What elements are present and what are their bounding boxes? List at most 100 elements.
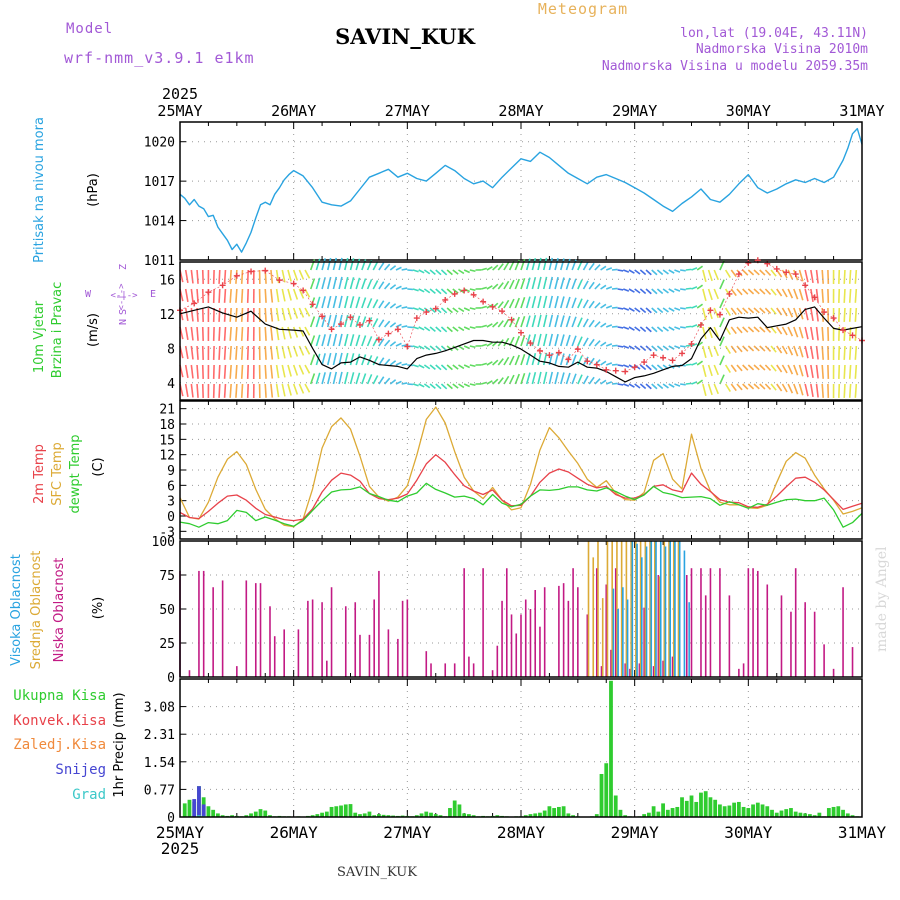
wind-arrow: [435, 326, 442, 333]
wind-arrow: [423, 288, 431, 294]
wind-arrow: [315, 353, 321, 366]
wind-arrow: [190, 345, 194, 360]
wind-arrow: [628, 307, 635, 312]
wind-arrow: [223, 383, 227, 398]
clouds-panel: 0 25 50 75 100: [152, 535, 863, 686]
wind-arrow: [275, 364, 280, 379]
wind-arrow: [600, 303, 607, 309]
wind-arrow: [326, 352, 332, 366]
precip-total-bar: [329, 806, 334, 817]
wind-arrow: [446, 307, 453, 314]
wind-arrow: [304, 383, 311, 393]
wind-arrow: [372, 299, 379, 309]
wind-arrow: [674, 307, 681, 311]
wind-arrow: [452, 383, 459, 389]
wind-arrow: [395, 361, 402, 366]
wind-arrow: [843, 345, 846, 360]
wind-arrow: [440, 364, 448, 371]
precip-total-bar: [694, 801, 699, 817]
precip-snow-bar: [192, 799, 197, 817]
bottom-day-label: 31MAY: [838, 823, 887, 842]
wind-arrow: [611, 287, 618, 290]
wind-arrow: [452, 326, 459, 332]
wind-arrow: [798, 345, 804, 358]
wind-arrow: [497, 282, 504, 290]
precip-total-bar: [377, 814, 381, 817]
wind-arrow: [196, 383, 199, 398]
wind-arrow: [338, 333, 343, 347]
wind-gust-marker: [432, 305, 439, 312]
wind-arrow: [770, 269, 777, 277]
wind-arrow: [617, 364, 624, 367]
precip-total-bar: [343, 804, 348, 817]
wind-arrow: [623, 269, 630, 273]
wind-arrow: [344, 314, 349, 328]
wind-arrow: [229, 288, 232, 303]
wind-arrow: [246, 269, 249, 284]
wind-arrow: [854, 288, 858, 303]
wind-arrow: [770, 345, 777, 353]
wind-arrow: [560, 353, 565, 366]
wind-arrow: [571, 297, 577, 309]
wind-arrow: [463, 326, 471, 331]
wind-arrow: [463, 307, 471, 312]
wind-arrow: [776, 345, 783, 354]
wind-arrow: [223, 269, 227, 284]
wind-arrow: [229, 383, 232, 398]
watermark: made by Angel: [874, 546, 890, 652]
bottom-day-labels: 25MAY 26MAY 27MAY 28MAY 29MAY 30MAY 31MAY: [156, 823, 887, 842]
wind-arrow: [634, 326, 641, 332]
precip-total-bar: [604, 763, 609, 817]
wind-arrow: [281, 288, 286, 302]
wind-arrow: [662, 383, 669, 389]
precip-total-bar: [220, 815, 225, 817]
precip-total-bar: [182, 803, 187, 817]
precip-total-bar: [358, 814, 362, 817]
wind-arrow: [588, 376, 595, 385]
wind-arrow: [223, 364, 227, 379]
wind-arrow: [240, 345, 244, 360]
wind-arrow: [440, 326, 448, 333]
cloud-side-label-mid: Srednja Oblacnost: [29, 551, 44, 670]
wind-arrow: [401, 325, 408, 328]
wind-arrow: [542, 352, 548, 366]
wind-arrow: [685, 268, 692, 271]
precip-ytick-label: 0: [167, 811, 175, 826]
wind-arrow: [338, 371, 343, 385]
wind-ytick-label: 4: [167, 377, 175, 392]
precip-total-bar: [320, 812, 324, 817]
wind-arrow: [275, 269, 280, 284]
wind-arrow: [623, 307, 630, 311]
pressure-side-label: Pritisak na nivou mora: [32, 117, 47, 263]
bottom-day-label: 29MAY: [611, 823, 660, 842]
wind-gust-marker: [527, 340, 534, 347]
wind-arrow: [287, 383, 292, 396]
wind-arrow: [525, 296, 531, 309]
clouds-ytick-label: 100: [152, 535, 175, 550]
bottom-year-label: 2025: [161, 839, 200, 858]
wind-arrow: [309, 354, 316, 366]
wind-arrow: [605, 362, 613, 366]
wind-arrow: [793, 288, 799, 300]
wind-arrow: [223, 288, 227, 303]
wind-arrow: [848, 345, 852, 360]
wind-arrow: [184, 269, 189, 284]
precip-total-bar: [372, 815, 377, 817]
wind-arrow: [582, 299, 589, 309]
wind-arrow: [776, 288, 783, 297]
wind-arrow: [458, 345, 465, 351]
wind-arrow: [810, 364, 814, 379]
wind-arrow: [321, 334, 326, 347]
wind-arrow: [401, 363, 408, 366]
wind-arrow: [514, 316, 520, 328]
wind-arrow: [815, 364, 819, 379]
wind-arrow: [560, 258, 565, 271]
wind-arrow: [418, 383, 425, 388]
wind-arrow: [713, 383, 719, 395]
wind-arrow: [600, 379, 607, 385]
wind-arrow: [321, 296, 326, 309]
precip-total-bar: [760, 804, 765, 817]
precip-total-bar: [722, 806, 727, 817]
wind-arrow: [588, 357, 595, 366]
